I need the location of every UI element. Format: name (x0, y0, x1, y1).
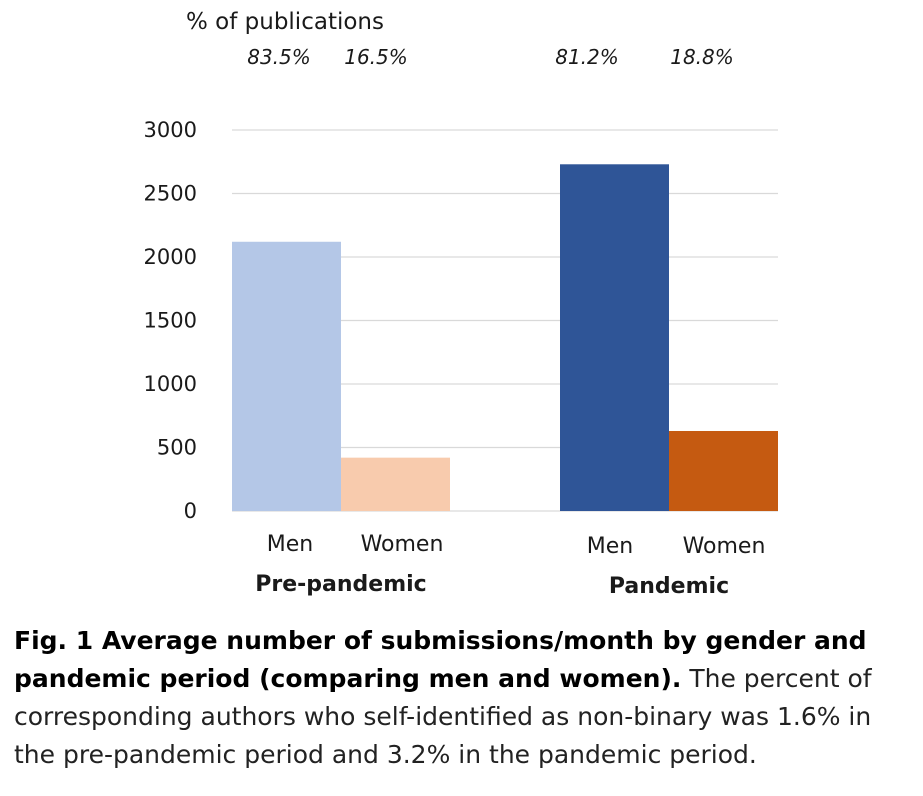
y-axis-label: % of publications (186, 9, 384, 35)
y-tick-labels: 0 500 1000 1500 2000 2500 3000 (144, 118, 197, 523)
bar-women (669, 430, 778, 511)
y-tick-label: 1000 (144, 372, 197, 396)
bar-chart: % of publications 0 500 1000 1500 2000 2500 30… (144, 9, 778, 599)
group-labels: Pre-pandemic Pandemic (255, 572, 729, 599)
y-tick-label: 2500 (144, 182, 197, 206)
percent-label: 83.5% (247, 45, 311, 69)
y-tick-label: 1500 (144, 309, 197, 333)
category-labels: Men Women Men Women (267, 532, 766, 559)
group-label: Pre-pandemic (255, 572, 426, 597)
bar-men (232, 241, 341, 511)
bars (232, 164, 778, 512)
figure-caption: Fig. 1 Average number of submissions/mon… (14, 622, 914, 774)
y-tick-label: 0 (184, 499, 197, 523)
category-label: Women (361, 532, 444, 557)
y-tick-label: 3000 (144, 118, 197, 142)
percent-label: 16.5% (344, 45, 408, 69)
category-label: Men (267, 532, 313, 557)
percent-label: 18.8% (670, 45, 734, 69)
y-tick-label: 2000 (144, 245, 197, 269)
group-label: Pandemic (609, 574, 729, 599)
percent-label: 81.2% (555, 45, 619, 69)
percent-labels: 83.5% 16.5% 81.2% 18.8% (247, 45, 734, 69)
category-label: Women (683, 534, 766, 559)
bar-women (341, 457, 450, 511)
category-label: Men (587, 534, 633, 559)
y-tick-label: 500 (157, 436, 197, 460)
bar-men (560, 164, 669, 512)
caption-text: The percent of corresponding authors who… (14, 664, 872, 769)
caption-title: Fig. 1 Average number of submissions/mon… (14, 626, 867, 693)
